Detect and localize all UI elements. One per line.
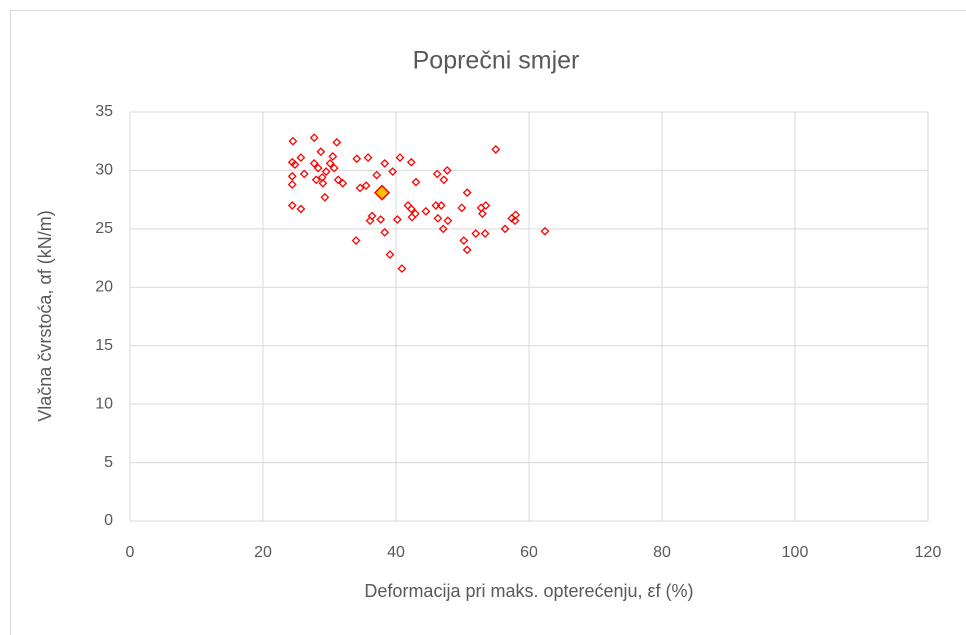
scatter-point [433,213,443,223]
scatter-point [288,136,298,146]
x-tick-label: 120 [915,544,942,561]
scatter-point [287,171,297,181]
x-tick-label: 0 [126,544,135,561]
chart-title: Poprečni smjer [413,47,580,75]
scatter-point [462,245,472,255]
scatter-point [462,188,472,198]
x-tick-label: 40 [387,544,405,561]
scatter-point [478,209,487,219]
scatter-point [411,177,421,187]
scatter-point [436,201,446,210]
scatter-point [421,206,431,216]
scatter-point [365,216,375,226]
scatter-point [338,178,348,188]
scatter-point [376,215,386,224]
scatter-point [432,169,442,179]
scatter-point [439,175,449,185]
scatter-point [385,250,395,259]
scatter-point [443,216,453,226]
x-tick-label: 60 [520,544,538,561]
y-tick-label: 20 [95,279,113,296]
y-axis-label: Vlačna čvrstoća, αf (kN/m) [35,210,55,421]
scatter-point [540,226,550,236]
scatter-point [397,264,407,274]
scatter-point [407,212,417,222]
scatter-point [373,184,391,201]
scatter-point [321,167,331,177]
scatter-point [328,151,338,161]
scatter-point [309,158,319,168]
x-axis-label: Deformacija pri maks. opterećenju, εf (%… [364,581,693,601]
y-tick-label: 35 [95,103,113,120]
scatter-point [311,175,321,185]
scatter-point [491,144,501,154]
y-tick-label: 25 [95,220,113,237]
scatter-point [406,157,416,167]
scatter-point [500,224,510,234]
scatter-point [361,181,371,191]
scatter-point [380,227,390,237]
scatter-point [388,167,398,177]
scatter-point [355,183,365,193]
scatter-point [287,201,297,210]
scatter-point [406,204,416,214]
scatter-point [318,178,328,188]
scatter-point [442,166,452,175]
scatter-point [313,163,323,173]
scatter-point [290,160,300,170]
y-tick-label: 30 [95,162,113,179]
scatter-point [287,180,297,189]
scatter-point [309,133,319,143]
scatter-point [480,229,490,238]
scatter-point [392,215,402,224]
scatter-point [459,236,469,245]
scatter-point [395,153,405,162]
scatter-point [481,201,491,210]
scatter-point [471,229,481,238]
scatter-point [320,192,330,202]
scatter-point [510,216,520,226]
scatter-point [380,158,390,168]
scatter-point [316,147,326,157]
scatter-point [363,153,373,162]
y-tick-label: 15 [95,337,113,354]
scatter-point [352,154,362,164]
scatter-point [325,158,335,168]
x-tick-label: 100 [782,544,809,561]
scatter-point [329,163,339,173]
scatter-point [299,169,309,179]
y-tick-label: 10 [95,395,113,412]
chart-border [10,10,966,635]
y-tick-label: 5 [104,454,113,471]
scatter-point [333,175,343,185]
y-tick-label: 0 [104,512,113,529]
scatter-point [296,153,306,162]
scatter-point [372,170,382,180]
scatter-point [457,203,467,213]
scatter-point [351,236,361,245]
scatter-point [332,137,342,147]
scatter-point [296,204,306,214]
x-tick-label: 20 [254,544,272,561]
scatter-point [438,224,448,234]
x-tick-label: 80 [653,544,671,561]
